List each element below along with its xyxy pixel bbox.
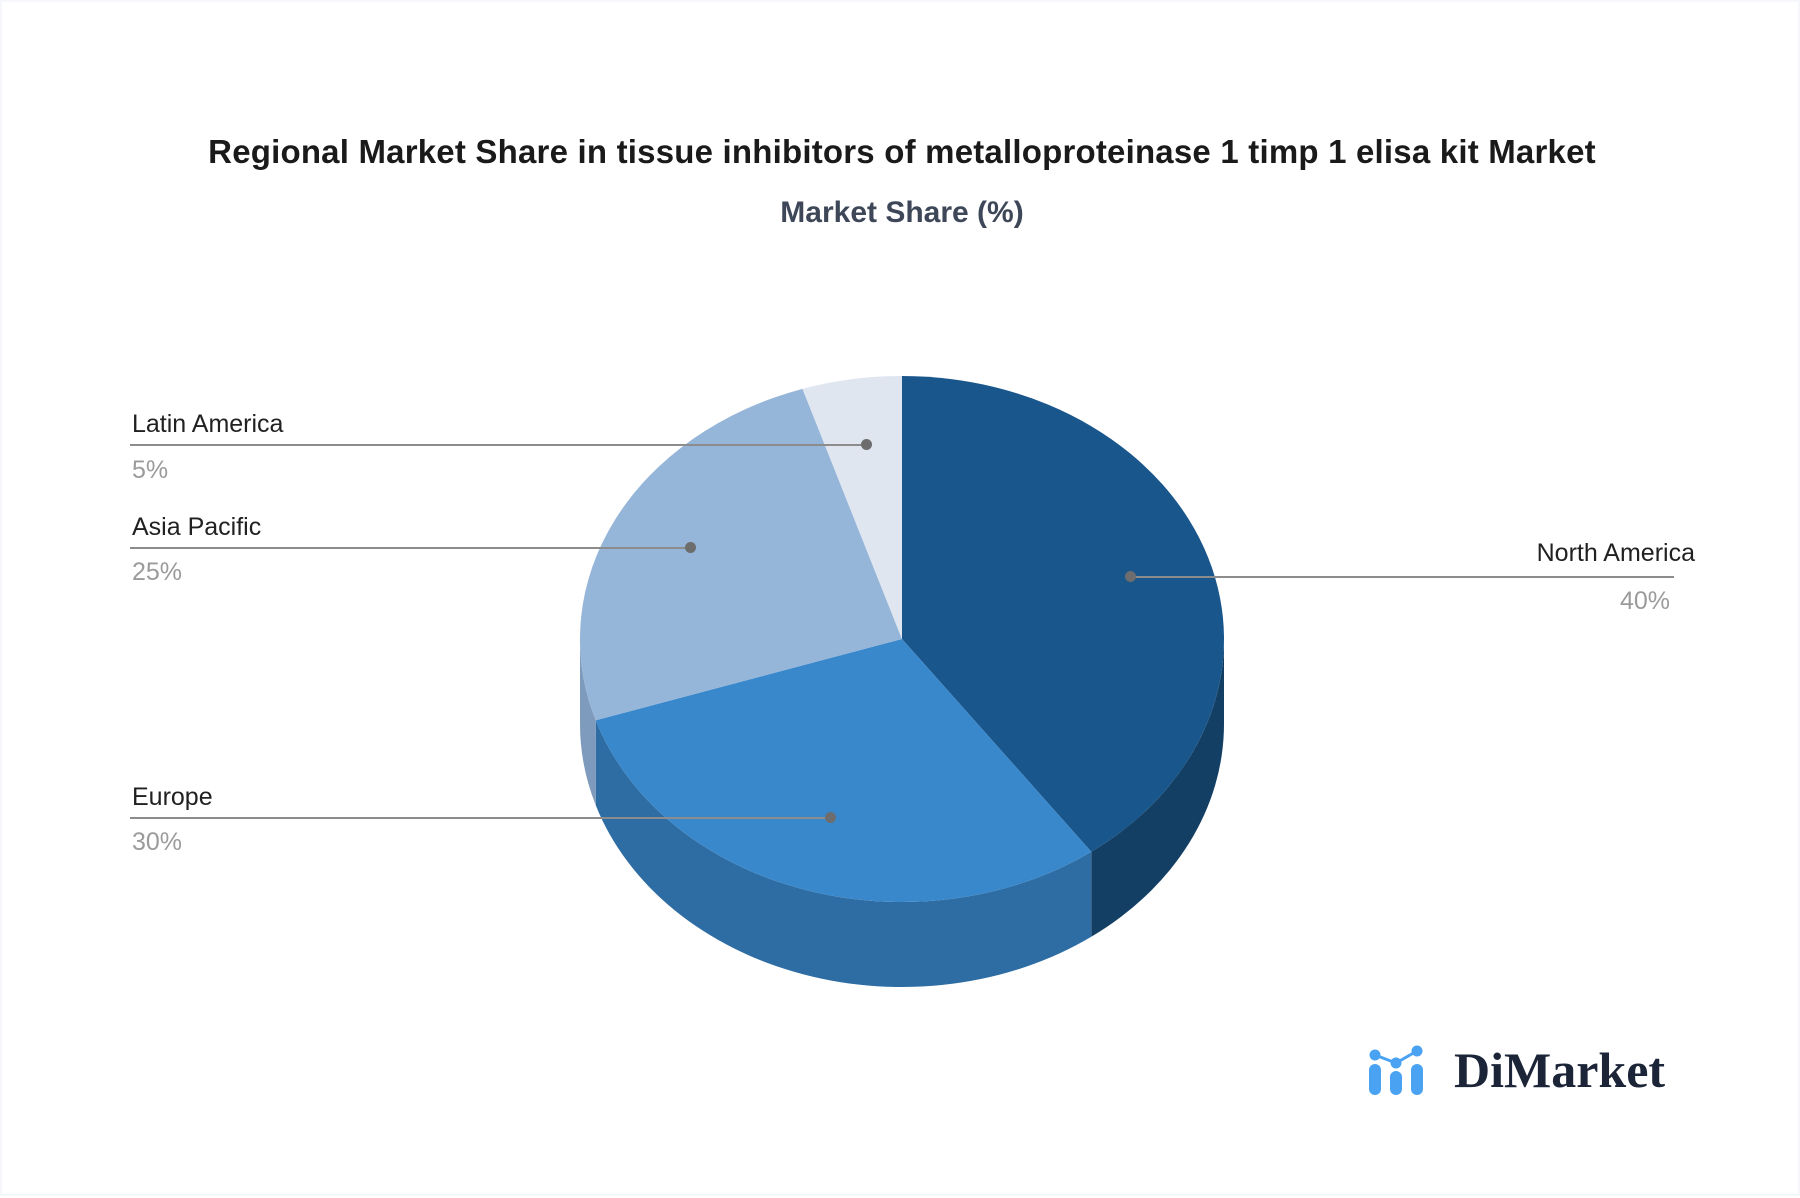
callout-dot-asia-pacific xyxy=(685,542,696,553)
callout-pct-europe: 30% xyxy=(132,828,183,856)
bar-line-chart-icon xyxy=(1369,1045,1423,1095)
callout-dot-north-america xyxy=(1125,571,1136,582)
callout-label-europe: Europe xyxy=(132,783,213,811)
page-title: Regional Market Share in tissue inhibito… xyxy=(208,133,1596,170)
callout-pct-north-america: 40% xyxy=(1619,587,1670,615)
callout-pct-asia-pacific: 25% xyxy=(132,558,183,586)
pie-slice-side-asia-pacific xyxy=(580,639,596,806)
callout-label-latin-america: Latin America xyxy=(132,410,284,438)
pie-slice-side-north-america xyxy=(1091,639,1224,937)
callout-line-europe xyxy=(130,812,836,823)
pie-slice-side-europe xyxy=(595,720,1092,987)
callout-label-north-america: North America xyxy=(1536,539,1695,567)
pie-slice-north-america xyxy=(902,376,1224,852)
pie-slice-asia-pacific xyxy=(580,388,902,721)
callout-dot-latin-america xyxy=(861,439,872,450)
callout-line-north-america xyxy=(1125,571,1674,582)
callout-label-asia-pacific: Asia Pacific xyxy=(132,513,262,541)
callout-pct-latin-america: 5% xyxy=(132,456,169,484)
pie-slice-latin-america xyxy=(802,376,902,639)
brand-name: DiMarket xyxy=(1454,1042,1666,1098)
page-subtitle: Market Share (%) xyxy=(780,196,1024,229)
pie-slice-europe xyxy=(595,639,1092,902)
callout-dot-europe xyxy=(825,812,836,823)
callout-line-asia-pacific xyxy=(130,542,696,553)
callout-line-latin-america xyxy=(130,439,872,450)
